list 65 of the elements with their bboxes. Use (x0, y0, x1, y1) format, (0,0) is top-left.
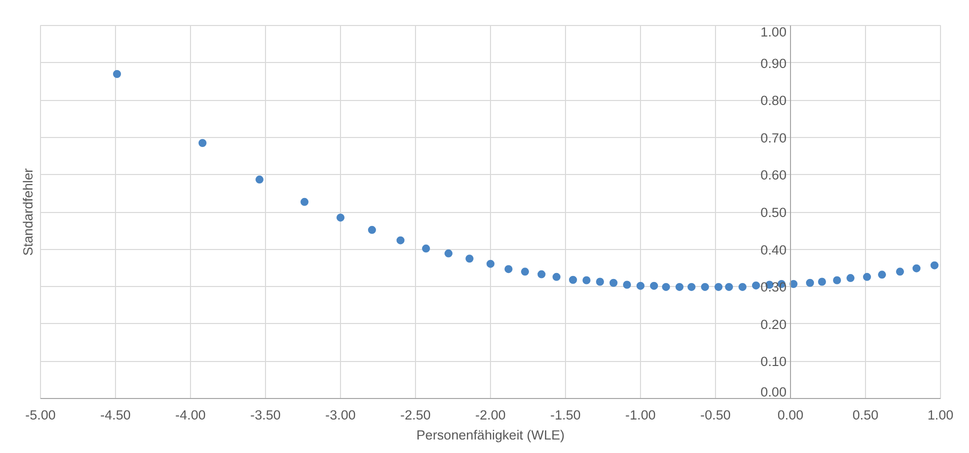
point (738, 282, 746, 291)
y-tick-label: 0.80 (760, 93, 787, 108)
point (256, 176, 264, 184)
x-tick-label: -2.50 (400, 408, 431, 422)
point (336, 214, 344, 222)
point (486, 260, 494, 268)
point (504, 265, 512, 274)
point (636, 282, 644, 290)
x-tick-label: -4.50 (100, 408, 131, 422)
point (198, 139, 206, 147)
point (896, 268, 904, 276)
point (833, 276, 841, 284)
point (538, 270, 546, 278)
point (688, 282, 696, 291)
x-tick-label: -1.50 (550, 408, 581, 422)
y-tick-label: 0.40 (760, 242, 787, 258)
x-tick-label: -2.00 (475, 408, 506, 422)
point (596, 278, 604, 286)
y-tick-label: 0.90 (760, 56, 787, 71)
point (113, 70, 121, 78)
y-tick-label: 0.20 (760, 316, 787, 332)
y-tick-label: 0.70 (760, 130, 787, 146)
y-tick-label: 0.50 (760, 205, 787, 220)
point (790, 280, 798, 288)
x-tick-label: 0.50 (852, 408, 878, 422)
y-axis-title: Standardfehler (20, 168, 36, 256)
point (714, 282, 722, 291)
point (806, 278, 814, 287)
point (582, 276, 590, 284)
x-tick-label: 0.00 (778, 408, 804, 422)
point (569, 276, 577, 284)
point (610, 278, 618, 287)
x-tick-label: -3.00 (325, 408, 356, 422)
point (818, 278, 826, 286)
y-tick-label: 0.00 (760, 384, 787, 400)
point (662, 282, 670, 291)
point (846, 274, 854, 282)
point (552, 272, 560, 281)
point (396, 236, 404, 244)
x-tick-label: -4.00 (175, 408, 206, 422)
x-tick-label: 1.00 (928, 408, 954, 422)
x-tick-label: -3.50 (250, 408, 281, 422)
point (444, 249, 452, 258)
point (725, 282, 733, 291)
point (878, 270, 886, 279)
point (912, 264, 920, 272)
point (676, 282, 684, 291)
point (863, 272, 871, 281)
y-tick-label: 0.10 (760, 354, 787, 370)
point (368, 226, 376, 234)
point (300, 198, 308, 206)
point (752, 281, 760, 290)
point (422, 244, 430, 253)
point (650, 282, 658, 290)
point (521, 268, 529, 276)
x-tick-label: -0.50 (700, 408, 731, 422)
point (466, 254, 474, 263)
point (930, 261, 938, 270)
x-tick-label: -1.00 (625, 408, 656, 422)
x-tick-label: -5.00 (25, 408, 56, 422)
point (701, 282, 709, 291)
y-tick-label: 0.60 (760, 168, 787, 183)
x-axis-title: Personenfähigkeit (WLE) (416, 428, 565, 442)
point (623, 280, 631, 289)
y-tick-label: 1.00 (760, 24, 787, 40)
